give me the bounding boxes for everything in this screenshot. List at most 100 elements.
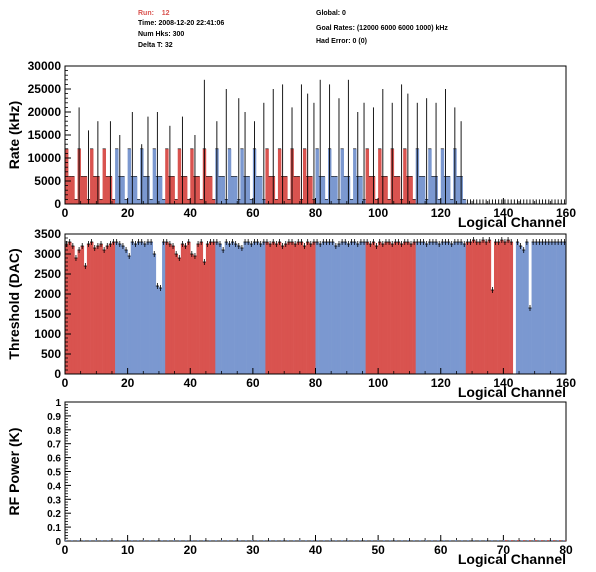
bar [337,244,341,374]
bar [374,246,379,374]
bar [259,176,263,204]
run-label: Run: 12 [138,10,170,17]
bar [465,242,470,374]
bar [456,176,460,204]
bar [230,176,235,204]
y-tick-label: 2000 [34,287,61,301]
y-tick-label: 0.4 [47,481,61,492]
y-axis-label: RF Power (K) [6,428,22,516]
x-tick-label: 60 [246,206,260,220]
bar [249,199,254,204]
y-tick-label: 0 [54,197,61,211]
bar [259,244,263,374]
bar [118,244,122,374]
bar [462,199,467,204]
run-label-text: Run: [138,10,154,17]
bar [324,199,329,204]
bar [371,242,376,374]
bar [359,176,363,204]
bar [331,176,335,204]
bar [246,176,251,204]
bar [221,176,225,204]
bar [437,199,442,204]
bar [559,242,564,374]
bar [205,176,210,204]
x-tick-label: 70 [497,543,511,557]
bar [340,148,344,204]
y-tick-label: 0 [55,537,61,548]
bar [302,246,307,374]
bar [393,242,398,374]
y-tick-label: 0.6 [47,454,61,465]
y-tick-label: 15000 [28,128,62,142]
bar [553,242,557,374]
bar [365,148,370,204]
bar [387,242,391,374]
bar [65,244,69,374]
bar [450,199,454,204]
bar [475,242,479,374]
bar [472,240,476,374]
x-tick-label: 100 [368,376,388,390]
global-label: Global: 0 [316,10,346,17]
bar [547,242,551,374]
bar [515,242,520,374]
bar [121,176,125,204]
bar [403,242,407,374]
x-tick-label: 80 [559,543,573,557]
x-tick-label: 40 [184,376,198,390]
bar [428,242,432,374]
bar [86,244,91,374]
bar [243,242,247,374]
bar [162,199,166,204]
bar [271,242,276,374]
bar [440,242,445,374]
bar [190,254,194,374]
bar [281,246,285,374]
bar [249,244,254,374]
bar [353,148,357,204]
bar [130,242,135,374]
bar [343,242,348,374]
x-tick-label: 10 [121,543,135,557]
bar [143,244,147,374]
bar [212,199,216,204]
y-tick-label: 500 [41,347,61,361]
bar [349,242,354,374]
bar [209,176,213,204]
y-axis-label: Threshold (DAC) [6,248,22,359]
num-hks-label: Num Hks: 300 [138,31,185,38]
bar [468,242,473,374]
y-tick-label: 5000 [34,174,61,188]
bar [340,242,344,374]
x-tick-label: 20 [121,376,135,390]
bar [71,176,75,204]
y-tick-label: 25000 [28,82,62,96]
bar [80,246,85,374]
bar [418,176,423,204]
bar [290,242,294,374]
bar [309,176,313,204]
delta-t-label: Delta T: 32 [138,42,173,49]
bar [478,242,482,374]
bar [127,256,132,374]
x-tick-label: 0 [62,206,69,220]
bar [431,176,435,204]
bar [503,242,507,374]
bar [115,242,119,374]
y-tick-label: 1000 [34,327,61,341]
bar [165,148,169,204]
y-tick-label: 0.8 [47,426,61,437]
had-error-label: Had Error: 0 (0) [316,38,367,45]
bar [240,148,244,204]
bar [111,199,116,204]
bar [83,176,88,204]
bar [158,288,163,374]
bar [237,246,241,374]
bar [93,176,97,204]
bar [199,242,204,374]
bar [293,244,298,374]
time-label: Time: 2008-12-20 22:41:06 [138,20,225,27]
bar [277,148,282,204]
